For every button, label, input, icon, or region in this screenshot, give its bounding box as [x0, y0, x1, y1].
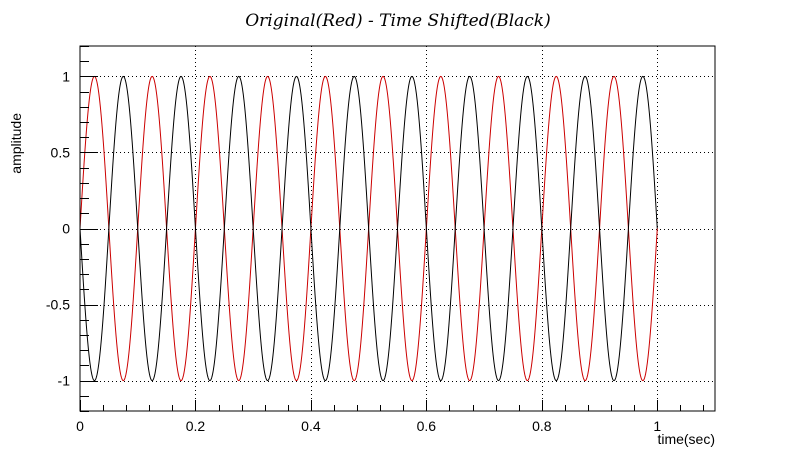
y-tick-label-1: 0.5: [51, 144, 71, 160]
x-tick-label-4: 0.8: [532, 418, 552, 434]
x-tick-label-2: 0.4: [301, 418, 321, 434]
y-tick-label-3: -0.5: [46, 297, 70, 313]
y-axis-label: amplitude: [8, 113, 24, 174]
chart-title: Original(Red) - Time Shifted(Black): [245, 11, 551, 31]
grid: [80, 46, 715, 411]
y-tick-label-2: 0: [62, 221, 70, 237]
y-tick-label-0: 1: [62, 68, 70, 84]
x-tick-label-0: 0: [76, 418, 84, 434]
tick-labels: 0 0.2 0.4 0.6 0.8 1 1 0.5 0 -0.5 -1: [46, 68, 661, 434]
x-tick-label-1: 0.2: [186, 418, 206, 434]
series-layer: [79, 75, 658, 382]
x-tick-label-3: 0.6: [417, 418, 437, 434]
x-axis-label: time(sec): [657, 431, 715, 447]
axis-ticks: [80, 46, 704, 412]
plot-frame: [79, 45, 716, 412]
series-line-1: [79, 75, 658, 382]
y-tick-label-4: -1: [58, 373, 71, 389]
x-tick-label-5: 1: [653, 418, 661, 434]
